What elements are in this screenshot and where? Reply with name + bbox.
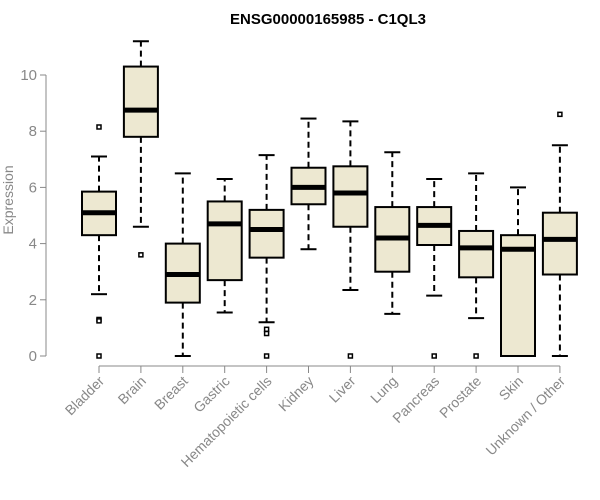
outlier-point xyxy=(96,318,102,324)
box-brain xyxy=(122,40,159,258)
x-tick-label: Prostate xyxy=(436,373,484,421)
y-tick-label: 6 xyxy=(29,179,37,196)
y-axis: 0 2 4 6 8 10 xyxy=(20,67,47,365)
box-pancreas xyxy=(416,177,453,359)
x-tick-label: Brain xyxy=(115,373,149,407)
box-liver xyxy=(332,120,369,359)
y-tick-label: 4 xyxy=(29,236,37,253)
x-tick-label: Lung xyxy=(367,373,400,406)
box-gastric xyxy=(206,177,243,314)
box-unknown-other xyxy=(541,111,578,357)
x-tick-label: Breast xyxy=(151,373,191,413)
outlier-point xyxy=(138,252,144,258)
x-tick-label: Pancreas xyxy=(389,373,442,426)
x-tick-label: Unknown / Other xyxy=(482,373,568,459)
boxes-group xyxy=(81,40,578,359)
box-prostate xyxy=(458,172,495,359)
y-axis-label: Expression xyxy=(0,165,16,234)
box-iqr xyxy=(248,208,285,259)
box-iqr xyxy=(500,234,536,357)
box-breast xyxy=(164,172,201,357)
outlier-point xyxy=(431,353,437,359)
x-tick-label: Bladder xyxy=(62,373,108,419)
y-tick-label: 0 xyxy=(29,348,37,365)
box-lung xyxy=(374,151,411,315)
y-tick-label: 10 xyxy=(20,67,37,84)
outlier-point xyxy=(263,326,270,333)
box-iqr xyxy=(541,211,578,276)
x-tick-label: Liver xyxy=(326,373,359,406)
box-iqr xyxy=(206,200,243,282)
box-iqr xyxy=(122,65,159,138)
chart-title: ENSG00000165985 - C1QL3 xyxy=(230,11,426,28)
outlier-point xyxy=(557,111,563,118)
x-tick-label: Kidney xyxy=(275,373,317,415)
outlier-point xyxy=(96,124,102,130)
box-iqr xyxy=(458,229,495,279)
outlier-point xyxy=(347,353,354,359)
box-hematopoietic-cells xyxy=(248,154,285,359)
outlier-point xyxy=(263,330,270,337)
box-bladder xyxy=(81,124,117,359)
outlier-point xyxy=(263,353,270,359)
y-tick-label: 2 xyxy=(29,292,37,309)
y-tick-label: 8 xyxy=(29,123,37,140)
outlier-point xyxy=(473,353,479,359)
x-tick-label: Skin xyxy=(496,373,527,404)
box-kidney xyxy=(290,117,327,251)
box-iqr xyxy=(332,165,369,228)
box-skin xyxy=(500,186,536,357)
outlier-point xyxy=(96,353,102,359)
